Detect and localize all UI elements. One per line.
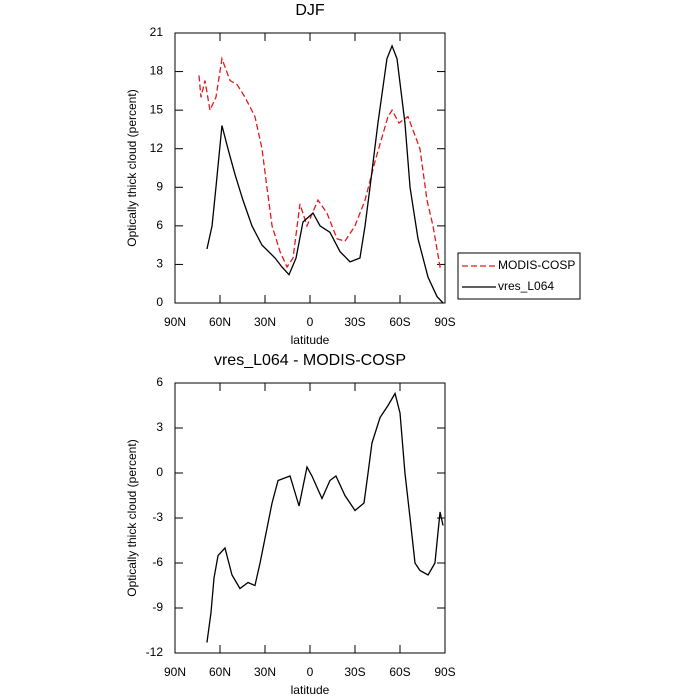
y-tick-label: 6 bbox=[156, 218, 163, 232]
x-tick-label: 90S bbox=[434, 315, 455, 329]
x-tick-label: 30N bbox=[254, 315, 276, 329]
y-tick-label: 21 bbox=[150, 25, 164, 39]
x-tick-label: 60N bbox=[209, 665, 231, 679]
y-axis-label: Optically thick cloud (percent) bbox=[125, 439, 139, 596]
y-tick-label: -3 bbox=[152, 510, 163, 524]
x-tick-label: 0 bbox=[307, 315, 314, 329]
y-tick-label: -6 bbox=[152, 555, 163, 569]
x-tick-label: 30S bbox=[344, 315, 365, 329]
x-tick-label: 60S bbox=[389, 315, 410, 329]
data-line bbox=[206, 391, 444, 643]
y-axis-label: Optically thick cloud (percent) bbox=[125, 89, 139, 246]
y-tick-label: 15 bbox=[150, 102, 164, 116]
x-tick-label: 30N bbox=[254, 665, 276, 679]
y-tick-label: -9 bbox=[152, 600, 163, 614]
y-tick-label: 3 bbox=[156, 257, 163, 271]
chart-title: vres_L064 - MODIS-COSP bbox=[214, 352, 406, 369]
y-tick-label: 0 bbox=[156, 465, 163, 479]
x-axis-label: latitude bbox=[291, 683, 330, 697]
y-tick-label: 6 bbox=[156, 375, 163, 389]
x-tick-label: 60N bbox=[209, 315, 231, 329]
y-tick-label: 9 bbox=[156, 179, 163, 193]
x-tick-label: 90S bbox=[434, 665, 455, 679]
y-tick-label: 3 bbox=[156, 420, 163, 434]
legend-label: MODIS-COSP bbox=[498, 258, 575, 272]
data-line bbox=[198, 56, 444, 269]
legend-label: vres_L064 bbox=[498, 279, 554, 293]
x-tick-label: 30S bbox=[344, 665, 365, 679]
x-tick-label: 90N bbox=[164, 665, 186, 679]
y-tick-label: 18 bbox=[150, 64, 164, 78]
y-tick-label: 0 bbox=[156, 295, 163, 309]
chart-title: DJF bbox=[295, 2, 325, 19]
x-tick-label: 90N bbox=[164, 315, 186, 329]
x-tick-label: 60S bbox=[389, 665, 410, 679]
plot-frame bbox=[174, 32, 446, 304]
y-tick-label: 12 bbox=[150, 141, 164, 155]
plot-frame bbox=[174, 382, 446, 654]
legend-box bbox=[457, 252, 581, 300]
data-line bbox=[206, 44, 444, 304]
x-axis-label: latitude bbox=[291, 333, 330, 347]
y-tick-label: -12 bbox=[146, 645, 164, 659]
x-tick-label: 0 bbox=[307, 665, 314, 679]
